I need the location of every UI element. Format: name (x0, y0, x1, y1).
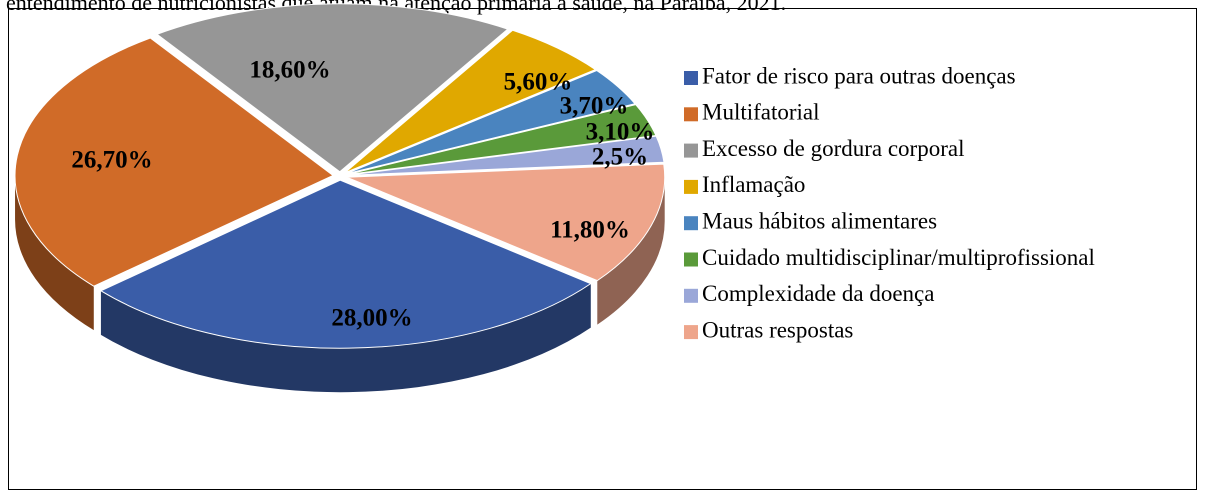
legend: Fator de risco para outras doenças Multif… (684, 63, 1095, 342)
data-label: 2,5% (592, 144, 648, 171)
slice (346, 135, 665, 176)
data-label: 11,80% (550, 217, 630, 244)
legend-swatch (684, 71, 698, 85)
data-label: 3,10% (586, 119, 655, 146)
legend-swatch (684, 252, 698, 267)
slice (156, 3, 509, 173)
pie (14, 3, 666, 393)
slice (14, 37, 335, 287)
slice-side (15, 175, 94, 331)
slice-side (597, 177, 665, 325)
slice (345, 69, 636, 175)
legend-label: Maus hábitos alimentares (702, 208, 937, 233)
slice (344, 29, 597, 174)
chart-border (8, 8, 1197, 490)
legend-label: Inflamação (702, 172, 805, 197)
legend-swatch (684, 107, 698, 122)
legend-label: Excesso de gordura corporal (702, 136, 964, 161)
legend-swatch (684, 325, 698, 340)
data-label: 26,70% (71, 147, 152, 174)
data-label: 28,00% (331, 305, 412, 332)
slice (346, 163, 666, 282)
legend-swatch (684, 288, 698, 303)
legend-label: Complexidade da doença (702, 281, 934, 306)
data-label: 5,60% (504, 69, 573, 96)
legend-swatch (684, 216, 698, 231)
data-label: 3,70% (560, 93, 629, 120)
legend-swatch (684, 143, 698, 158)
data-label: 18,60% (249, 57, 330, 84)
legend-label: Multifatorial (702, 100, 820, 125)
slice-side (100, 283, 591, 393)
data-labels: 28,00% 26,70% 18,60% 5,60%3,70%3,10%2,5% 11,… (71, 57, 654, 332)
legend-label: Outras respostas (702, 317, 853, 342)
legend-label: Fator de risco para outras doenças (702, 63, 1016, 88)
slice (99, 179, 592, 349)
slice (346, 104, 657, 176)
legend-swatch (684, 179, 698, 194)
legend-label: Cuidado multidisciplinar/multiprofission… (702, 245, 1095, 270)
